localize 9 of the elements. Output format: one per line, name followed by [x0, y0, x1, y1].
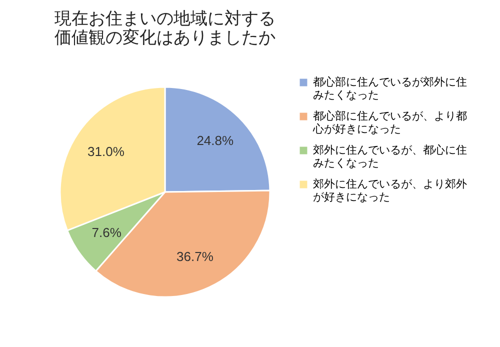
- data-label: 31.0%: [88, 144, 125, 159]
- legend-label: 郊外に住んでいるが、より郊外が好きになった: [313, 178, 467, 204]
- legend-label: 郊外に住んでいるが、都心に住みたくなった: [313, 144, 467, 170]
- legend-label: 都心部に住んでいるが郊外に住みたくなった: [313, 76, 467, 102]
- chart-title: 現在お住まいの地域に対する価値観の変化はありましたか: [54, 9, 276, 47]
- data-label: 24.8%: [196, 133, 234, 148]
- data-label: 36.7%: [176, 248, 214, 264]
- legend-label: 都心部に住んでいるが、より都心が好きになった: [312, 110, 467, 136]
- data-label: 7.6%: [92, 225, 122, 240]
